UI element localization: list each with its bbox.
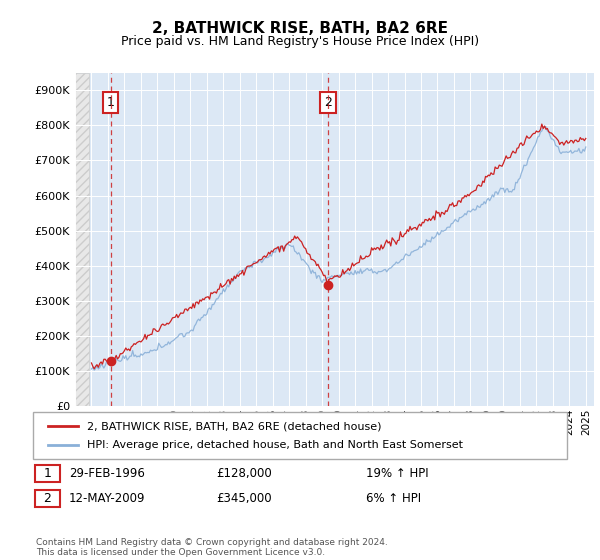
Text: 2: 2 bbox=[43, 492, 52, 505]
Bar bbox=[75, 73, 89, 406]
Text: 2: 2 bbox=[324, 96, 332, 109]
Text: 1: 1 bbox=[43, 466, 52, 480]
Text: 1: 1 bbox=[107, 96, 115, 109]
Text: £128,000: £128,000 bbox=[216, 466, 272, 480]
Text: 2, BATHWICK RISE, BATH, BA2 6RE (detached house): 2, BATHWICK RISE, BATH, BA2 6RE (detache… bbox=[87, 421, 382, 431]
Text: HPI: Average price, detached house, Bath and North East Somerset: HPI: Average price, detached house, Bath… bbox=[87, 440, 463, 450]
Text: 2, BATHWICK RISE, BATH, BA2 6RE: 2, BATHWICK RISE, BATH, BA2 6RE bbox=[152, 21, 448, 36]
Text: 6% ↑ HPI: 6% ↑ HPI bbox=[366, 492, 421, 505]
Text: Price paid vs. HM Land Registry's House Price Index (HPI): Price paid vs. HM Land Registry's House … bbox=[121, 35, 479, 48]
Text: 19% ↑ HPI: 19% ↑ HPI bbox=[366, 466, 428, 480]
Text: 29-FEB-1996: 29-FEB-1996 bbox=[69, 466, 145, 480]
Text: Contains HM Land Registry data © Crown copyright and database right 2024.
This d: Contains HM Land Registry data © Crown c… bbox=[36, 538, 388, 557]
Text: £345,000: £345,000 bbox=[216, 492, 272, 505]
Text: 12-MAY-2009: 12-MAY-2009 bbox=[69, 492, 146, 505]
